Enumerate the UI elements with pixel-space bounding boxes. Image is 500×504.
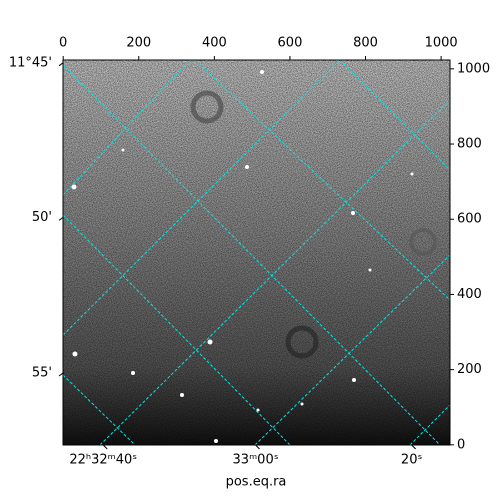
ra-tick-label: 33ᵐ00ˢ (233, 453, 279, 468)
x-tick-label: 600 (278, 36, 303, 51)
x-tick-label: 200 (126, 36, 151, 51)
ra-tick-label: 20ˢ (401, 453, 423, 468)
ra-tick (255, 444, 260, 450)
frame (62, 59, 451, 446)
y-tick-label: 600 (457, 212, 482, 227)
x-tick-label: 400 (202, 36, 227, 51)
ra-tick (411, 444, 416, 450)
y-tick-label: 0 (457, 437, 465, 452)
y-tick-label: 1000 (457, 61, 490, 76)
ra-tick (102, 444, 108, 450)
x-tick-label: 1000 (425, 36, 458, 51)
dec-tick-label: 11°45' (9, 55, 52, 70)
dec-tick (58, 62, 64, 67)
y-tick-label: 200 (457, 362, 482, 377)
x-tick-label: 0 (59, 36, 67, 51)
coordinate-grid (63, 60, 450, 445)
dec-tick (58, 372, 64, 377)
y-tick-label: 400 (457, 287, 482, 302)
x-axis-label: pos.eq.ra (226, 475, 287, 490)
dec-tick (58, 216, 64, 221)
sky-image (63, 60, 450, 445)
x-tick-label: 800 (353, 36, 378, 51)
y-tick-label: 800 (457, 137, 482, 152)
dec-tick-label: 50' (32, 210, 52, 225)
ra-tick-label: 22ʰ32ᵐ40ˢ (69, 453, 137, 468)
dec-tick-label: 55' (32, 366, 52, 381)
